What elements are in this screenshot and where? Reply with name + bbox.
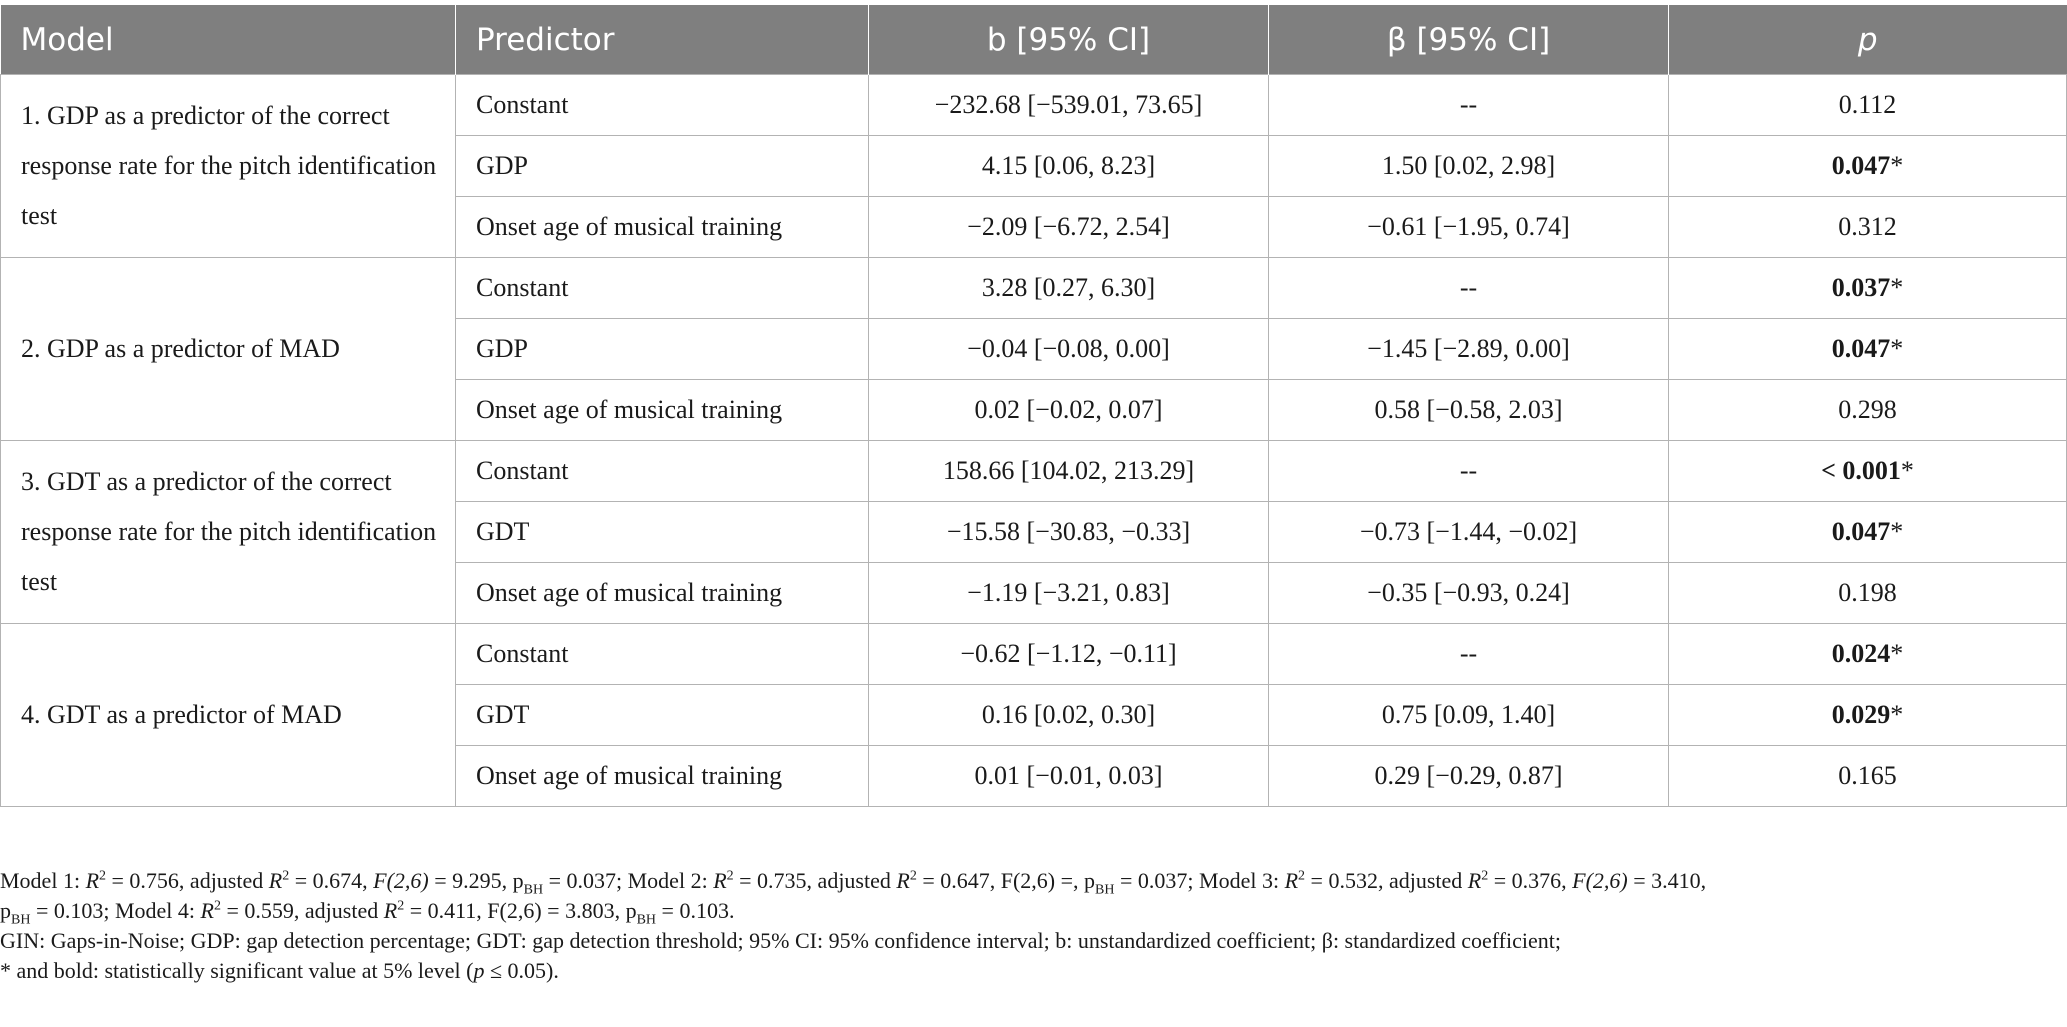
p-value-cell: < 0.001* <box>1668 440 2067 502</box>
p-value: 0.312 <box>1838 212 1897 241</box>
p-value-significant: 0.047 <box>1831 151 1891 180</box>
beta-ci-cell: -- <box>1268 257 1669 319</box>
predictor-cell: GDT <box>455 501 869 563</box>
b-ci-cell: 0.16 [0.02, 0.30] <box>868 684 1269 746</box>
significance-note: * and bold: statistically significant va… <box>0 958 559 983</box>
p-value-cell: 0.198 <box>1668 562 2067 624</box>
table-row: 2. GDP as a predictor of MAD Constant 3.28… <box>0 257 2067 441</box>
header-beta-ci: β [95% CI] <box>1268 5 1669 75</box>
significance-star: * <box>1890 334 1904 363</box>
regression-table: Model Predictor b [95% CI] β [95% CI] p … <box>0 5 2067 807</box>
beta-ci-cell: −1.45 [−2.89, 0.00] <box>1268 318 1669 380</box>
predictor-cell: Onset age of musical training <box>455 745 869 807</box>
predictor-cell: Onset age of musical training <box>455 196 869 258</box>
header-model: Model <box>0 5 456 75</box>
predictor-cell: GDP <box>455 318 869 380</box>
abbreviations-note: GIN: Gaps-in-Noise; GDP: gap detection p… <box>0 928 1561 953</box>
p-value: 0.198 <box>1838 578 1897 607</box>
p-value-significant: 0.047 <box>1831 517 1891 546</box>
beta-ci-cell: -- <box>1268 440 1669 502</box>
p-value-cell: 0.112 <box>1668 74 2067 136</box>
p-prefix: < <box>1821 456 1843 485</box>
b-ci-cell: −15.58 [−30.83, −0.33] <box>868 501 1269 563</box>
b-ci-cell: 3.28 [0.27, 6.30] <box>868 257 1269 319</box>
beta-ci-cell: 0.58 [−0.58, 2.03] <box>1268 379 1669 441</box>
p-value-cell: 0.029* <box>1668 684 2067 746</box>
model-label: 3. GDT as a predictor of the correct res… <box>0 440 456 624</box>
p-value-cell: 0.298 <box>1668 379 2067 441</box>
beta-ci-cell: −0.61 [−1.95, 0.74] <box>1268 196 1669 258</box>
model-fit-note: Model 1: R2 = 0.756, adjusted R2 = 0.674… <box>0 868 1707 928</box>
p-value: 0.165 <box>1838 761 1897 790</box>
header-predictor: Predictor <box>455 5 869 75</box>
predictor-cell: Constant <box>455 440 869 502</box>
beta-ci-cell: 0.75 [0.09, 1.40] <box>1268 684 1669 746</box>
header-row: Model Predictor b [95% CI] β [95% CI] p <box>0 5 2067 75</box>
p-value-cell: 0.047* <box>1668 135 2067 197</box>
predictor-cell: GDT <box>455 684 869 746</box>
b-ci-cell: −0.62 [−1.12, −0.11] <box>868 623 1269 685</box>
predictor-cell: Constant <box>455 74 869 136</box>
b-ci-cell: 0.01 [−0.01, 0.03] <box>868 745 1269 807</box>
table-row: GDP −0.04 [−0.08, 0.00] −1.45 [−2.89, 0.00… <box>1 318 2067 380</box>
predictor-cell: GDP <box>455 135 869 197</box>
p-value-cell: 0.165 <box>1668 745 2067 807</box>
b-ci-cell: 0.02 [−0.02, 0.07] <box>868 379 1269 441</box>
p-value-cell: 0.047* <box>1668 501 2067 563</box>
predictor-cell: Onset age of musical training <box>455 379 869 441</box>
significance-star: * <box>1890 517 1904 546</box>
table-row: GDT 0.16 [0.02, 0.30] 0.75 [0.09, 1.40] 0.0… <box>1 684 2067 746</box>
significance-star: * <box>1900 456 1914 485</box>
table-row: 1. GDP as a predictor of the correct res… <box>0 74 2067 258</box>
beta-ci-cell: −0.73 [−1.44, −0.02] <box>1268 501 1669 563</box>
header-p: p <box>1668 5 2067 75</box>
b-ci-cell: −2.09 [−6.72, 2.54] <box>868 196 1269 258</box>
model-label: 1. GDP as a predictor of the correct res… <box>0 74 456 258</box>
b-ci-cell: −232.68 [−539.01, 73.65] <box>868 74 1269 136</box>
b-ci-cell: 4.15 [0.06, 8.23] <box>868 135 1269 197</box>
table-row: Onset age of musical training −1.19 [−3.2… <box>1 562 2067 624</box>
p-value-significant: 0.029 <box>1831 700 1891 729</box>
table-row: Onset age of musical training 0.01 [−0.01… <box>1 745 2067 807</box>
predictor-cell: Constant <box>455 623 869 685</box>
p-value-significant: 0.024 <box>1831 639 1891 668</box>
p-value-cell: 0.312 <box>1668 196 2067 258</box>
beta-ci-cell: 0.29 [−0.29, 0.87] <box>1268 745 1669 807</box>
table-notes: Model 1: R2 = 0.756, adjusted R2 = 0.674… <box>0 866 2060 986</box>
p-value-significant: 0.037 <box>1831 273 1891 302</box>
b-ci-cell: 158.66 [104.02, 213.29] <box>868 440 1269 502</box>
significance-star: * <box>1890 700 1904 729</box>
beta-ci-cell: -- <box>1268 623 1669 685</box>
table-row: 4. GDT as a predictor of MAD Constant −0.6… <box>0 623 2067 807</box>
significance-star: * <box>1890 639 1904 668</box>
p-value-cell: 0.024* <box>1668 623 2067 685</box>
table-row: 3. GDT as a predictor of the correct res… <box>0 440 2067 624</box>
table-row: Onset age of musical training 0.02 [−0.02… <box>1 379 2067 441</box>
beta-ci-cell: 1.50 [0.02, 2.98] <box>1268 135 1669 197</box>
p-value-significant: 0.047 <box>1831 334 1891 363</box>
p-value-cell: 0.047* <box>1668 318 2067 380</box>
b-ci-cell: −0.04 [−0.08, 0.00] <box>868 318 1269 380</box>
significance-star: * <box>1890 151 1904 180</box>
model-label: 2. GDP as a predictor of MAD <box>0 257 456 441</box>
p-value-cell: 0.037* <box>1668 257 2067 319</box>
table-row: GDP 4.15 [0.06, 8.23] 1.50 [0.02, 2.98] 0.0… <box>1 135 2067 197</box>
predictor-cell: Constant <box>455 257 869 319</box>
table-row: GDT −15.58 [−30.83, −0.33] −0.73 [−1.44, −… <box>1 501 2067 563</box>
table-row: Onset age of musical training −2.09 [−6.7… <box>1 196 2067 258</box>
b-ci-cell: −1.19 [−3.21, 0.83] <box>868 562 1269 624</box>
significance-star: * <box>1890 273 1904 302</box>
p-value: 0.298 <box>1838 395 1897 424</box>
p-value-significant: 0.001 <box>1842 456 1901 485</box>
beta-ci-cell: -- <box>1268 74 1669 136</box>
predictor-cell: Onset age of musical training <box>455 562 869 624</box>
p-value: 0.112 <box>1838 90 1897 119</box>
model-label: 4. GDT as a predictor of MAD <box>0 623 456 807</box>
beta-ci-cell: −0.35 [−0.93, 0.24] <box>1268 562 1669 624</box>
header-b-ci: b [95% CI] <box>868 5 1269 75</box>
